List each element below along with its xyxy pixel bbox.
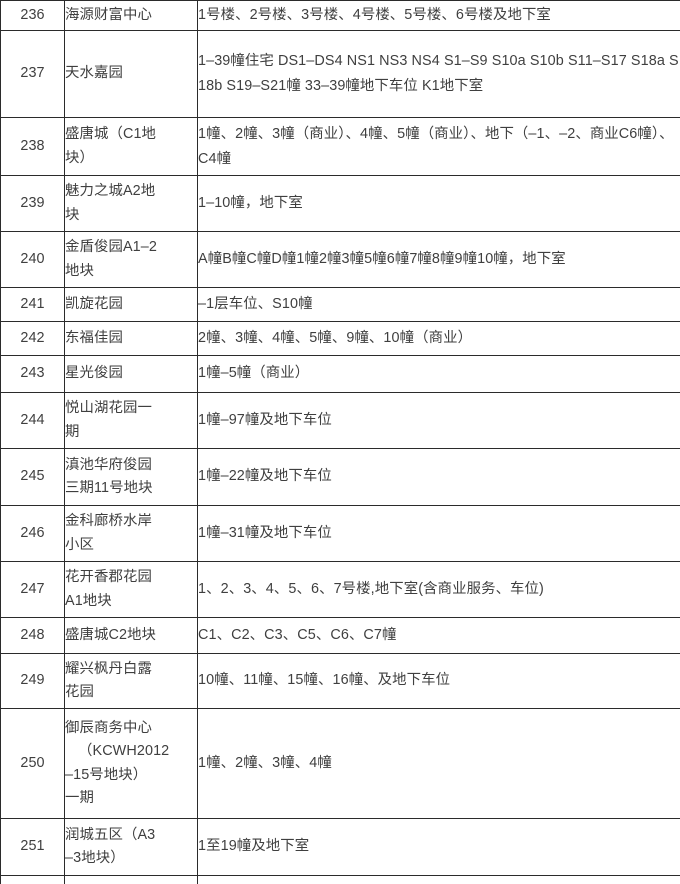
project-name: 东福佳园 (65, 322, 198, 356)
table-row[interactable]: 244 悦山湖花园一 期 1幢–97幢及地下车位 (1, 393, 680, 449)
project-name-line: 海源财富中心 (65, 4, 197, 27)
table-row[interactable]: 242 东福佳园 2幢、3幢、4幢、5幢、9幢、10幢（商业） (1, 322, 680, 356)
project-name: 盛唐城（C1地 块） (65, 118, 198, 176)
building-list: 1幢–97幢及地下车位 (198, 393, 680, 449)
building-list: 1幢、2幢、3幢（商业）、4幢、5幢（商业）、地下（–1、–2、商业C6幢）、C… (198, 118, 680, 176)
building-list: 1幢–5幢（商业） (198, 356, 680, 393)
table-row[interactable]: 236 海源财富中心 1号楼、2号楼、3号楼、4号楼、5号楼、6号楼及地下室 (1, 1, 680, 31)
project-name: 天水嘉园 (65, 31, 198, 118)
table-row[interactable]: 247 花开香郡花园 A1地块 1、2、3、4、5、6、7号楼,地下室(含商业服… (1, 562, 680, 618)
project-name: 花开香郡花园 A1地块 (65, 562, 198, 618)
table-row[interactable]: 238 盛唐城（C1地 块） 1幢、2幢、3幢（商业）、4幢、5幢（商业）、地下… (1, 118, 680, 176)
table-row[interactable]: 237 天水嘉园 1–39幢住宅 DS1–DS4 NS1 NS3 NS4 S1–… (1, 31, 680, 118)
row-index: 250 (1, 709, 65, 819)
project-name-line: A1地块 (65, 590, 197, 613)
building-list: A幢B幢C幢D幢1幢2幢3幢5幢6幢7幢8幢9幢10幢，地下室 (198, 232, 680, 288)
building-list: 1幢–31幢及地下车位 (198, 506, 680, 562)
building-list: 1–10幢，地下室 (198, 176, 680, 232)
row-index: 244 (1, 393, 65, 449)
project-name: 悦山湖花园一 期 (65, 393, 198, 449)
table-row[interactable]: 240 金盾俊园A1–2 地块 A幢B幢C幢D幢1幢2幢3幢5幢6幢7幢8幢9幢… (1, 232, 680, 288)
project-name-line: 地块 (65, 260, 197, 283)
building-list: 1幢–22幢及地下车位 (198, 449, 680, 506)
project-name-line: 御辰商务中心 (65, 717, 197, 740)
table-row[interactable]: 243 星光俊园 1幢–5幢（商业） (1, 356, 680, 393)
building-list: –1层车位、S10幢 (198, 288, 680, 322)
row-index: 237 (1, 31, 65, 118)
building-list: 1至19幢及地下室 (198, 819, 680, 876)
row-index-partial (1, 876, 65, 884)
project-name-line: 魅力之城A2地 (65, 180, 197, 203)
building-list: 10幢、11幢、15幢、16幢、及地下车位 (198, 654, 680, 709)
building-list: 1幢、2幢、3幢、4幢 (198, 709, 680, 819)
project-name-line: 花开香郡花园 (65, 566, 197, 589)
table-row[interactable]: 239 魅力之城A2地 块 1–10幢，地下室 (1, 176, 680, 232)
project-name-line: 三期11号地块 (65, 477, 197, 500)
project-name-line: 星光俊园 (65, 362, 197, 385)
project-name-line: 悦山湖花园一 (65, 397, 197, 420)
project-name: 滇池华府俊园 三期11号地块 (65, 449, 198, 506)
table-row[interactable]: 246 金科廊桥水岸 小区 1幢–31幢及地下车位 (1, 506, 680, 562)
project-name-line: 金盾俊园A1–2 (65, 236, 197, 259)
project-name-line: 滇池华府俊园 (65, 454, 197, 477)
row-index: 245 (1, 449, 65, 506)
row-index: 243 (1, 356, 65, 393)
row-index: 236 (1, 1, 65, 31)
row-index: 251 (1, 819, 65, 876)
table-row[interactable]: 249 耀兴枫丹白露 花园 10幢、11幢、15幢、16幢、及地下车位 (1, 654, 680, 709)
project-name-line: 期 (65, 421, 197, 444)
building-list: 2幢、3幢、4幢、5幢、9幢、10幢（商业） (198, 322, 680, 356)
project-name-line: 盛唐城（C1地 (65, 123, 197, 146)
project-name: 盛唐城C2地块 (65, 618, 198, 654)
project-name: 凯旋花园 (65, 288, 198, 322)
table-row[interactable]: 241 凯旋花园 –1层车位、S10幢 (1, 288, 680, 322)
project-name-line: 块 (65, 204, 197, 227)
project-name: 海源财富中心 (65, 1, 198, 31)
row-index: 248 (1, 618, 65, 654)
table-row[interactable]: 250 御辰商务中心 （KCWH2012 –15号地块） 一期 1幢、2幢、3幢… (1, 709, 680, 819)
project-name-line: （KCWH2012 (65, 740, 197, 763)
building-list-partial (198, 876, 680, 884)
table-row[interactable]: 248 盛唐城C2地块 C1、C2、C3、C5、C6、C7幢 (1, 618, 680, 654)
table-row[interactable]: 245 滇池华府俊园 三期11号地块 1幢–22幢及地下车位 (1, 449, 680, 506)
project-name-line: 花园 (65, 681, 197, 704)
building-list: C1、C2、C3、C5、C6、C7幢 (198, 618, 680, 654)
project-name-line: 东福佳园 (65, 327, 197, 350)
project-name: 金盾俊园A1–2 地块 (65, 232, 198, 288)
project-name: 润城五区（A3 –3地块） (65, 819, 198, 876)
project-name-line: 小区 (65, 534, 197, 557)
project-name: 魅力之城A2地 块 (65, 176, 198, 232)
project-name-line: 耀兴枫丹白露 (65, 658, 197, 681)
row-index: 249 (1, 654, 65, 709)
row-index: 238 (1, 118, 65, 176)
project-name-line: 一期 (65, 787, 197, 810)
project-name-line: 润城五区（A3 (65, 824, 197, 847)
building-list: 1–39幢住宅 DS1–DS4 NS1 NS3 NS4 S1–S9 S10a S… (198, 31, 680, 118)
project-name-line: –15号地块） (65, 764, 197, 787)
project-name: 金科廊桥水岸 小区 (65, 506, 198, 562)
table-row[interactable]: 251 润城五区（A3 –3地块） 1至19幢及地下室 (1, 819, 680, 876)
row-index: 240 (1, 232, 65, 288)
project-name: 耀兴枫丹白露 花园 (65, 654, 198, 709)
project-name-line: 块） (65, 147, 197, 170)
project-name-partial (65, 876, 198, 884)
project-name-line: 天水嘉园 (65, 62, 197, 85)
row-index: 239 (1, 176, 65, 232)
row-index: 241 (1, 288, 65, 322)
project-name-line: 盛唐城C2地块 (65, 624, 197, 647)
project-name: 星光俊园 (65, 356, 198, 393)
row-index: 242 (1, 322, 65, 356)
building-list: 1、2、3、4、5、6、7号楼,地下室(含商业服务、车位) (198, 562, 680, 618)
project-name-line: 金科廊桥水岸 (65, 510, 197, 533)
row-index: 247 (1, 562, 65, 618)
project-name: 御辰商务中心 （KCWH2012 –15号地块） 一期 (65, 709, 198, 819)
row-index: 246 (1, 506, 65, 562)
project-name-line: –3地块） (65, 847, 197, 870)
building-list: 1号楼、2号楼、3号楼、4号楼、5号楼、6号楼及地下室 (198, 1, 680, 31)
table-row-partial (1, 876, 680, 884)
project-name-line: 凯旋花园 (65, 293, 197, 316)
